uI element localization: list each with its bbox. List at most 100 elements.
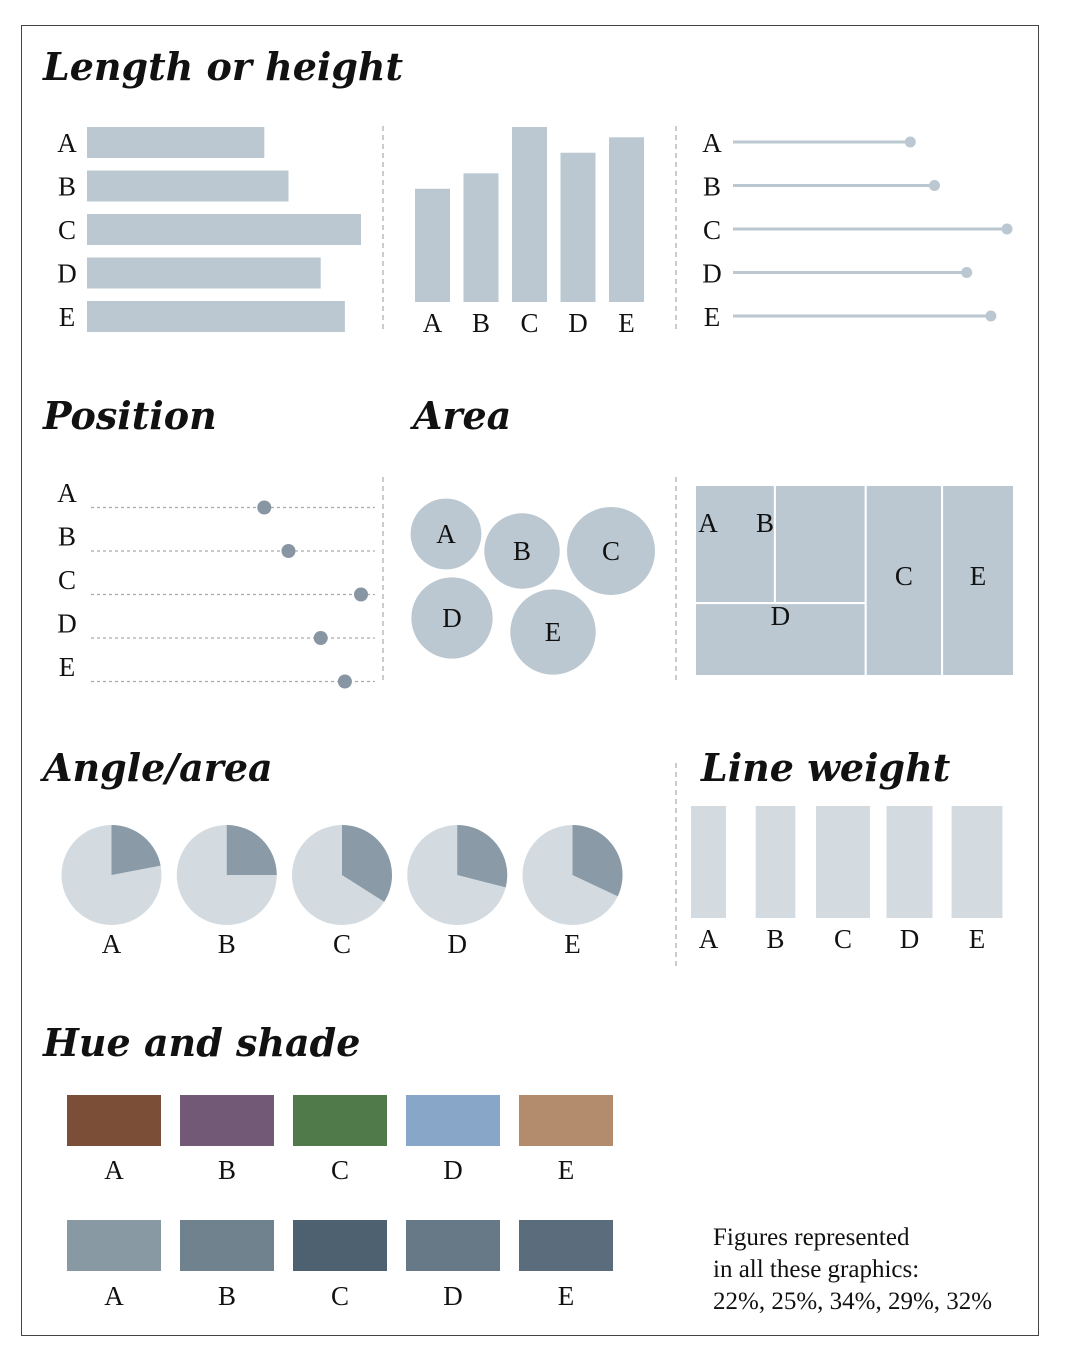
lineweight-C [816,806,870,918]
lollipop-dot-D [961,267,973,278]
position-dot-C [354,587,368,602]
shade-label-B: B [218,1281,236,1311]
bubble-label-A: A [436,519,456,549]
lollipop-label-C: C [703,215,721,245]
hue-label-B: B [218,1155,236,1185]
shade-label-D: D [443,1281,463,1311]
treemap-label-E: E [970,561,987,591]
lollipop-dot-C [1001,223,1013,235]
position-label-A: A [57,478,77,508]
pie-slice-C [342,825,392,902]
vbar-E [609,137,644,302]
vbar-label-D: D [568,308,588,338]
pie-label-E: E [564,929,581,959]
position-dot-E [337,674,352,689]
lollipop-label-D: D [702,259,722,289]
hue-label-C: C [331,1155,349,1185]
pie-label-C: C [333,929,351,959]
shade-swatch-E [519,1220,613,1271]
treemap-chart: A B C D E [694,484,1015,677]
pie-slice-E [572,825,623,897]
hue-swatch-E [519,1095,613,1146]
position-dot-B [281,544,296,558]
position-dot-A [257,500,272,515]
bubble-C [567,507,655,595]
note-line-3: 22%, 25%, 34%, 29%, 32% [713,1288,992,1315]
bubble-E [510,589,596,675]
treemap-E [941,484,1015,677]
bubble-label-C: C [602,536,620,566]
line-weight-chart: A B C D E [691,806,1003,954]
position-dot-D [313,631,328,645]
lollipop-label-B: B [703,172,721,202]
title-length: Length or height [42,44,404,89]
position-label-C: C [58,565,76,595]
shade-swatches: A B C D E [67,1220,613,1311]
shade-swatch-C [293,1220,387,1271]
lineweight-label-A: A [699,924,719,954]
lineweight-label-C: C [834,924,852,954]
bubble-B [484,513,560,589]
lollipop-dot-B [928,180,940,191]
note-line-1: Figures represented [713,1224,910,1251]
title-area: Area [410,393,511,438]
lollipop-label-E: E [704,302,721,332]
treemap-D [694,602,867,677]
pie-slice-A [111,825,161,875]
lollipop-dot-A [904,136,916,148]
shade-swatch-D [406,1220,500,1271]
hue-swatch-B [180,1095,274,1146]
title-lineweight: Line weight [700,745,951,790]
treemap-B [773,484,867,605]
shade-swatch-A [67,1220,161,1271]
pie-slice-D [457,825,508,888]
vbar-D [560,152,596,302]
hue-label-D: D [443,1155,463,1185]
position-label-D: D [57,609,77,639]
hbar-label-D: D [57,259,77,289]
shade-label-E: E [558,1281,575,1311]
lineweight-label-E: E [969,924,986,954]
hue-swatch-A [67,1095,161,1146]
title-position: Position [42,393,217,438]
vbar-label-E: E [618,308,635,338]
pie-label-B: B [218,929,236,959]
hbar-label-E: E [59,302,76,332]
treemap-C [864,484,944,677]
shade-swatch-B [180,1220,274,1271]
bubble-area-chart: A B C D E [410,498,655,675]
treemap-label-B: B [756,508,774,538]
figure-frame [21,25,1039,1336]
pie-slice-B [226,825,277,875]
title-angle: Angle/area [40,745,273,790]
position-label-B: B [58,522,76,552]
lineweight-B [755,806,796,918]
hbar-A [87,127,265,158]
vbar-label-A: A [423,308,443,338]
pie-label-D: D [448,929,468,959]
vbar-B [463,173,499,302]
hbar-label-C: C [58,215,76,245]
hue-label-A: A [104,1155,124,1185]
vbar-A [415,188,450,302]
hue-label-E: E [558,1155,575,1185]
shade-label-C: C [331,1281,349,1311]
hbar-label-B: B [58,172,76,202]
hue-swatch-C [293,1095,387,1146]
position-label-E: E [59,652,76,682]
vbar-label-C: C [520,308,538,338]
pie-label-A: A [102,929,122,959]
lineweight-label-D: D [900,924,920,954]
lollipop-label-A: A [702,128,722,158]
lineweight-E [951,806,1003,918]
hbar-B [87,170,289,202]
note-line-2: in all these graphics: [713,1256,919,1283]
bubble-A [410,498,482,570]
pie-charts: A B C D E [61,825,623,959]
bubble-label-D: D [442,603,462,633]
